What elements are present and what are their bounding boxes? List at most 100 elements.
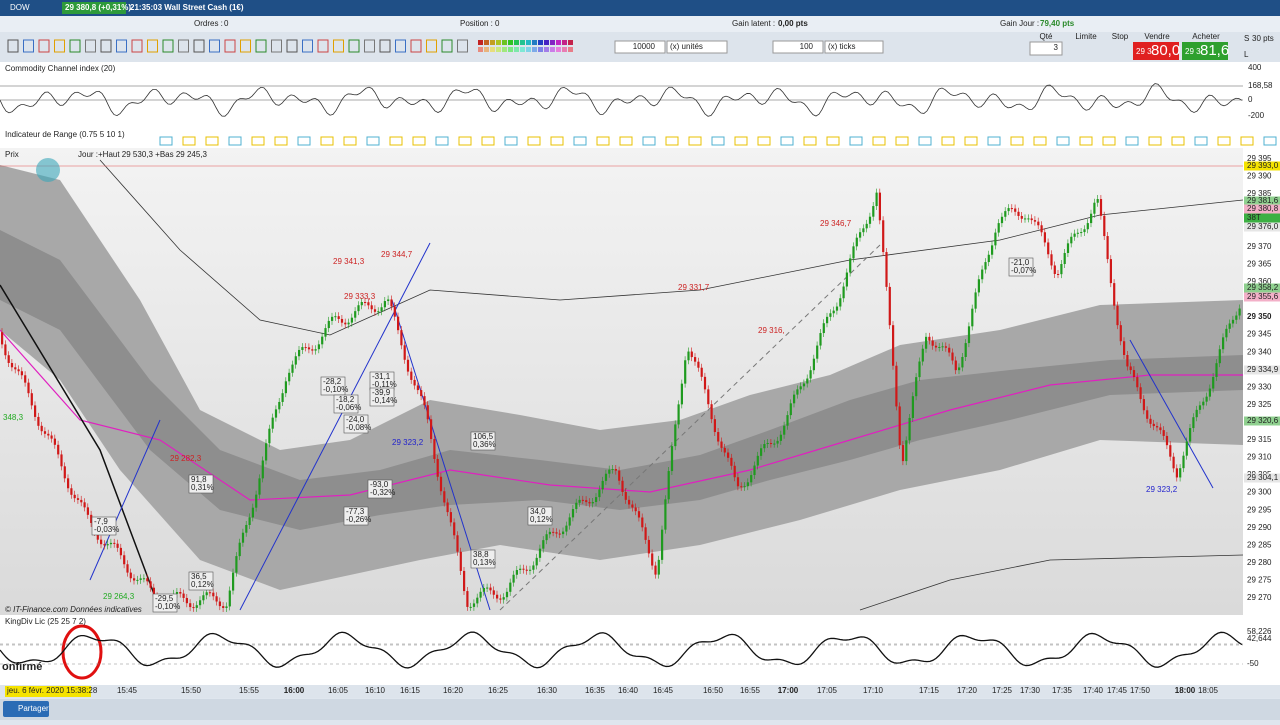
tool-icon[interactable] bbox=[333, 39, 344, 53]
color-swatch[interactable] bbox=[490, 47, 495, 52]
color-swatch[interactable] bbox=[514, 40, 519, 45]
input-value: 3 bbox=[1054, 43, 1059, 52]
tool-icon[interactable] bbox=[69, 39, 81, 53]
tool-icon[interactable] bbox=[85, 39, 96, 53]
color-swatch[interactable] bbox=[568, 40, 573, 45]
color-swatch[interactable] bbox=[562, 47, 567, 52]
tool-icon[interactable] bbox=[193, 39, 205, 53]
share-button[interactable] bbox=[3, 701, 49, 717]
color-swatch[interactable] bbox=[556, 40, 561, 45]
tool-icon[interactable] bbox=[410, 39, 422, 53]
color-swatch[interactable] bbox=[562, 40, 567, 45]
color-swatch[interactable] bbox=[478, 47, 483, 52]
color-swatch[interactable] bbox=[496, 40, 501, 45]
price-marker bbox=[1244, 416, 1280, 426]
color-swatch[interactable] bbox=[526, 47, 531, 52]
tool-icon[interactable] bbox=[364, 39, 375, 53]
color-swatch[interactable] bbox=[526, 40, 531, 45]
tool-icon[interactable] bbox=[131, 39, 143, 53]
candle bbox=[1060, 264, 1063, 275]
color-swatch[interactable] bbox=[544, 40, 549, 45]
candle bbox=[321, 336, 324, 345]
tool-icon[interactable] bbox=[317, 39, 329, 53]
candle bbox=[67, 478, 70, 489]
candle bbox=[958, 367, 961, 371]
color-swatch[interactable] bbox=[568, 47, 573, 52]
panel-label: Prix bbox=[5, 150, 19, 159]
tool-icon[interactable] bbox=[457, 39, 468, 53]
tool-icon[interactable] bbox=[178, 39, 189, 53]
color-swatch[interactable] bbox=[532, 40, 537, 45]
color-swatch[interactable] bbox=[502, 40, 507, 45]
tool-icon[interactable] bbox=[240, 39, 251, 53]
color-swatch[interactable] bbox=[556, 47, 561, 52]
title-bar bbox=[0, 0, 1280, 16]
tool-icon[interactable] bbox=[224, 39, 236, 53]
color-swatch[interactable] bbox=[490, 40, 495, 45]
candle bbox=[901, 445, 905, 462]
color-swatch[interactable] bbox=[520, 47, 525, 52]
input[interactable] bbox=[772, 40, 824, 54]
tool-icon[interactable] bbox=[302, 39, 313, 53]
color-swatch[interactable] bbox=[550, 40, 555, 45]
color-swatch[interactable] bbox=[514, 47, 519, 52]
measure-value: 34,0 bbox=[530, 507, 546, 516]
tool-icon[interactable] bbox=[209, 39, 220, 53]
measure-box bbox=[470, 549, 496, 569]
annotation: 348,3 bbox=[3, 413, 24, 422]
color-swatch[interactable] bbox=[478, 40, 483, 45]
candle bbox=[1037, 221, 1040, 226]
color-swatch[interactable] bbox=[502, 47, 507, 52]
candle bbox=[1073, 233, 1076, 237]
candle bbox=[799, 386, 802, 390]
tool-icon[interactable] bbox=[38, 39, 50, 53]
candle bbox=[796, 389, 799, 395]
color-swatch[interactable] bbox=[538, 40, 543, 45]
measure-pct: -0,10% bbox=[323, 385, 348, 394]
color-swatch[interactable] bbox=[496, 47, 501, 52]
candle bbox=[1222, 337, 1225, 350]
tool-icon[interactable] bbox=[7, 39, 19, 53]
tool-icon[interactable] bbox=[23, 39, 34, 53]
candle bbox=[710, 404, 713, 420]
candle bbox=[433, 439, 436, 459]
tool-icon[interactable] bbox=[426, 39, 437, 53]
input[interactable] bbox=[1029, 41, 1063, 56]
candle bbox=[925, 336, 928, 349]
tool-icon[interactable] bbox=[286, 39, 298, 53]
buy-button[interactable] bbox=[1182, 42, 1228, 60]
tool-icon[interactable] bbox=[162, 39, 174, 53]
tool-icon[interactable] bbox=[271, 39, 282, 53]
candle bbox=[1179, 468, 1182, 478]
color-swatch[interactable] bbox=[520, 40, 525, 45]
tool-icon[interactable] bbox=[395, 39, 406, 53]
tool-icon[interactable] bbox=[147, 39, 158, 53]
input[interactable] bbox=[614, 40, 666, 54]
color-swatch[interactable] bbox=[508, 40, 513, 45]
tool-icon[interactable] bbox=[116, 39, 127, 53]
range-bar bbox=[1125, 136, 1139, 146]
color-swatch[interactable] bbox=[532, 47, 537, 52]
tool-icon[interactable] bbox=[348, 39, 360, 53]
time-tick: 15:55 bbox=[239, 686, 260, 695]
select[interactable] bbox=[824, 40, 884, 54]
color-swatch[interactable] bbox=[508, 47, 513, 52]
tool-icon[interactable] bbox=[441, 39, 453, 53]
price-tick: 29 330 bbox=[1247, 382, 1272, 391]
tool-icon[interactable] bbox=[379, 39, 391, 53]
color-swatch[interactable] bbox=[550, 47, 555, 52]
measure-value: -29,5 bbox=[155, 594, 174, 603]
color-swatch[interactable] bbox=[544, 47, 549, 52]
tool-icon[interactable] bbox=[54, 39, 65, 53]
kingdiv-panel bbox=[0, 615, 1243, 685]
color-swatch[interactable] bbox=[538, 47, 543, 52]
candle bbox=[337, 316, 340, 319]
select[interactable] bbox=[666, 40, 728, 54]
range-panel bbox=[0, 128, 1243, 148]
tool-icon[interactable] bbox=[100, 39, 112, 53]
sell-button[interactable] bbox=[1133, 42, 1179, 60]
candle bbox=[743, 486, 746, 488]
color-swatch[interactable] bbox=[484, 40, 489, 45]
tool-icon[interactable] bbox=[255, 39, 267, 53]
color-swatch[interactable] bbox=[484, 47, 489, 52]
